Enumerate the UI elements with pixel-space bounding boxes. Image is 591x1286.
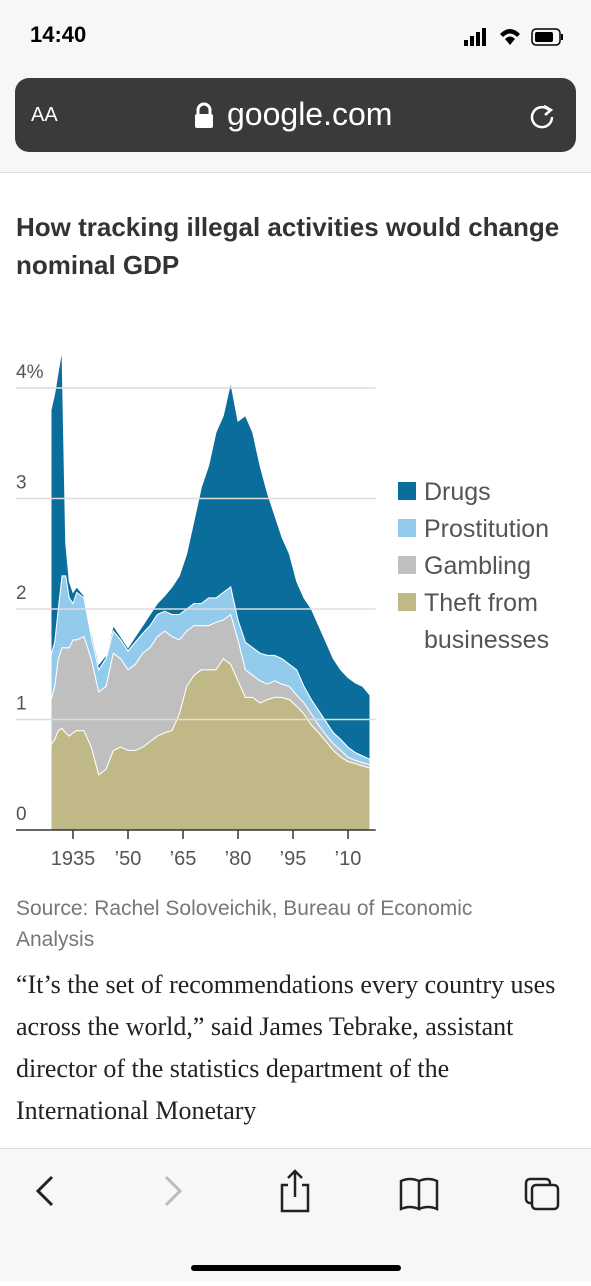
- legend-label: Drugs: [424, 478, 491, 506]
- legend-label: Prostitution: [424, 515, 550, 543]
- source-note: Source: Rachel Soloveichik, Bureau of Ec…: [16, 897, 473, 951]
- reload-button[interactable]: [527, 102, 557, 132]
- status-bar: 14:40: [0, 0, 591, 72]
- legend-swatch: [398, 519, 416, 537]
- x-tick-label: ’80: [225, 848, 252, 870]
- legend-item: Theft from businesses: [398, 585, 591, 659]
- forward-button[interactable]: [164, 1175, 183, 1207]
- legend-item: Gambling: [398, 548, 591, 585]
- legend-item: Prostitution: [398, 511, 591, 548]
- url-bar: AA google.com: [0, 78, 591, 152]
- x-tick-label: ’10: [335, 848, 362, 870]
- tabs-button[interactable]: [524, 1177, 560, 1211]
- status-icons: [464, 28, 563, 46]
- chart: 0 1 2 3 4% 1935 ’50 ’65 ’80 ’95 ’10: [16, 349, 376, 870]
- legend-swatch: [398, 593, 416, 611]
- x-tick-label: ’65: [170, 848, 197, 870]
- share-button[interactable]: [280, 1169, 310, 1213]
- chart-title: How tracking illegal activities would ch…: [16, 212, 560, 280]
- x-tick-label: 1935: [51, 848, 96, 870]
- y-tick-label: 0: [16, 804, 27, 825]
- bookmarks-button[interactable]: [399, 1177, 439, 1211]
- url-text: google.com: [227, 96, 393, 132]
- y-tick-label: 3: [16, 473, 27, 494]
- x-tick-label: ’95: [280, 848, 307, 870]
- reader-button[interactable]: AA: [31, 104, 58, 126]
- y-tick-label: 1: [16, 694, 27, 715]
- y-tick-label: 2: [16, 583, 27, 604]
- legend-item: Drugs: [398, 474, 591, 511]
- browser-toolbar: [0, 1148, 591, 1281]
- legend-swatch: [398, 482, 416, 500]
- back-button[interactable]: [35, 1175, 54, 1207]
- address-field[interactable]: AA google.com: [15, 78, 576, 152]
- home-indicator: [191, 1265, 401, 1271]
- legend-label: Theft from businesses: [424, 589, 550, 654]
- legend-label: Gambling: [424, 552, 531, 580]
- y-tick-label: 4%: [16, 362, 44, 383]
- legend-swatch: [398, 556, 416, 574]
- toolbar-icons: [35, 1169, 560, 1271]
- lock-icon: [195, 102, 213, 128]
- article-paragraph: “It’s the set of recommendations every c…: [16, 970, 556, 1125]
- area: [50, 349, 371, 761]
- x-tick-label: ’50: [115, 848, 142, 870]
- clock: 14:40: [30, 22, 87, 47]
- legend: Drugs Prostitution Gambling Theft from busi…: [398, 474, 591, 659]
